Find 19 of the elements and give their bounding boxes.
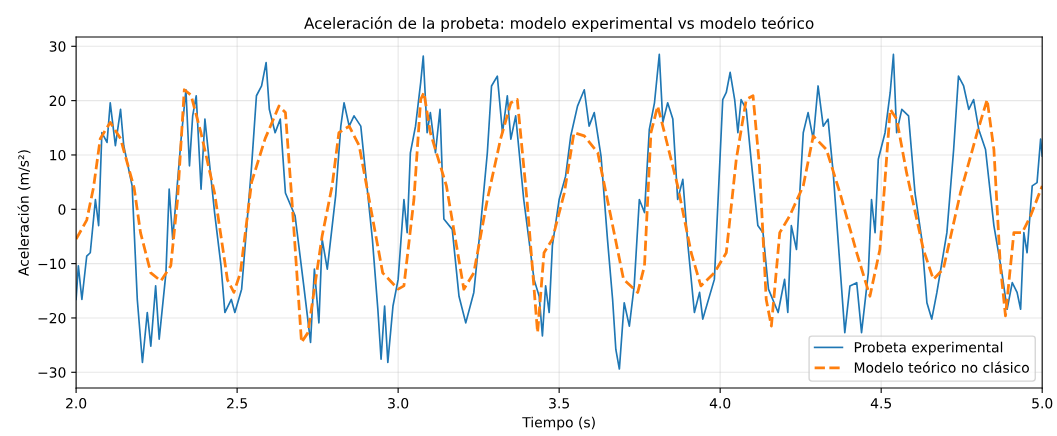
y-tick-label: −20 bbox=[38, 312, 66, 324]
y-tick-label: 0 bbox=[58, 204, 66, 215]
x-tick-label: 3.5 bbox=[549, 398, 569, 409]
y-tick-label: 30 bbox=[49, 41, 66, 52]
x-tick-label: 2.0 bbox=[66, 398, 87, 409]
x-tick-label: 4.0 bbox=[709, 398, 731, 409]
x-axis-title: Tiempo (s) bbox=[522, 416, 595, 431]
x-tick-label: 4.5 bbox=[870, 398, 892, 409]
x-tick-label: 3.0 bbox=[388, 398, 409, 409]
x-tick-label: 2.5 bbox=[227, 398, 247, 409]
y-tick-label: 10 bbox=[50, 149, 66, 161]
y-axis-title: Aceleración (m/s²) bbox=[17, 150, 31, 276]
y-tick-label: −10 bbox=[38, 258, 66, 270]
x-tick-label: 5.0 bbox=[1032, 398, 1053, 409]
legend-label: Modelo teórico no clásico bbox=[854, 361, 1029, 373]
y-tick-label: 20 bbox=[49, 95, 66, 107]
y-tick-label: −30 bbox=[38, 367, 66, 378]
chart-title: Aceleración de la probeta: modelo experimental vs modelo teórico bbox=[304, 16, 814, 32]
legend-label: Probeta experimental bbox=[854, 341, 1003, 356]
